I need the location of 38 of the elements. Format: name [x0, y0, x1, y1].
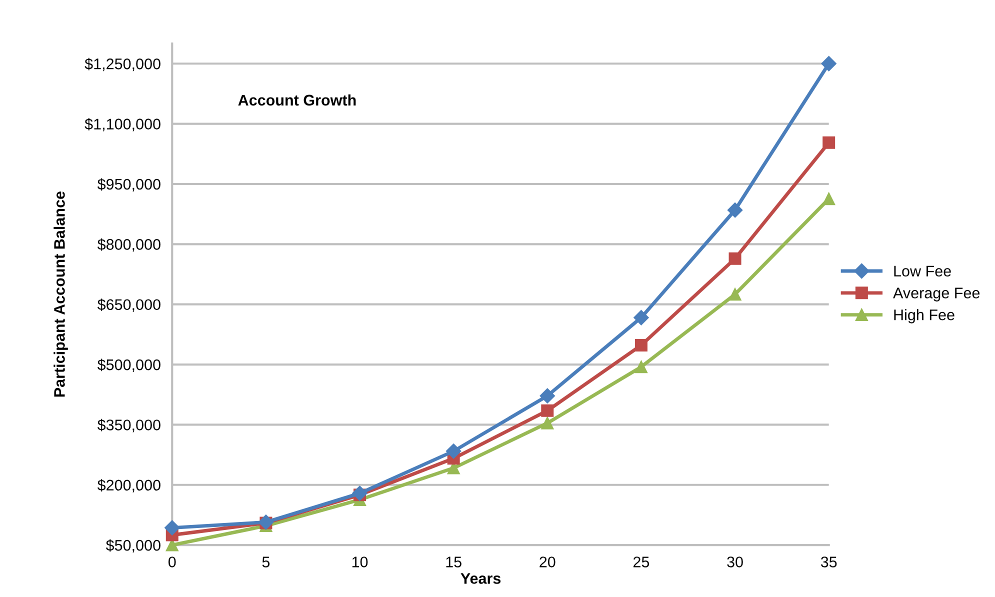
y-tick-label: $950,000 — [97, 178, 160, 192]
x-tick-label: 15 — [446, 556, 462, 568]
y-tick-label: $1,100,000 — [84, 118, 160, 132]
point — [821, 56, 836, 72]
x-tick-label: 25 — [633, 556, 650, 568]
y-tick-label: $500,000 — [97, 358, 160, 372]
point — [352, 486, 368, 501]
point — [634, 310, 649, 326]
y-tick-label: $50,000 — [106, 539, 160, 553]
point — [540, 388, 555, 404]
y-axis-title: Participant Account Balance — [54, 192, 68, 397]
x-tick-label: 20 — [540, 556, 556, 568]
point — [634, 360, 648, 374]
point — [728, 288, 742, 301]
y-tick-label: $1,250,000 — [84, 58, 160, 72]
y-tick-label: $800,000 — [97, 238, 160, 252]
legend-label: Low Fee — [894, 266, 951, 277]
text: Account Growth — [238, 94, 356, 106]
legend-label: High Fee — [894, 309, 954, 324]
point — [541, 416, 554, 430]
point — [634, 339, 648, 352]
y-tick-label: $350,000 — [97, 418, 160, 432]
point — [822, 136, 836, 149]
point — [541, 404, 554, 417]
point — [822, 192, 836, 206]
y-tick-label: $200,000 — [97, 479, 160, 492]
x-axis-title: Years — [460, 573, 501, 584]
x-tick-label: 5 — [262, 556, 270, 568]
x-tick-label: 10 — [352, 556, 368, 568]
x-tick-label: 35 — [820, 556, 837, 568]
legend-label: Average Fee — [893, 288, 980, 302]
point — [164, 520, 180, 536]
point — [446, 444, 462, 459]
point — [728, 252, 742, 265]
x-tick-label: 30 — [727, 556, 743, 568]
y-tick-label: $650,000 — [97, 298, 160, 312]
x-tick-label: 0 — [168, 556, 176, 568]
point — [727, 202, 743, 218]
